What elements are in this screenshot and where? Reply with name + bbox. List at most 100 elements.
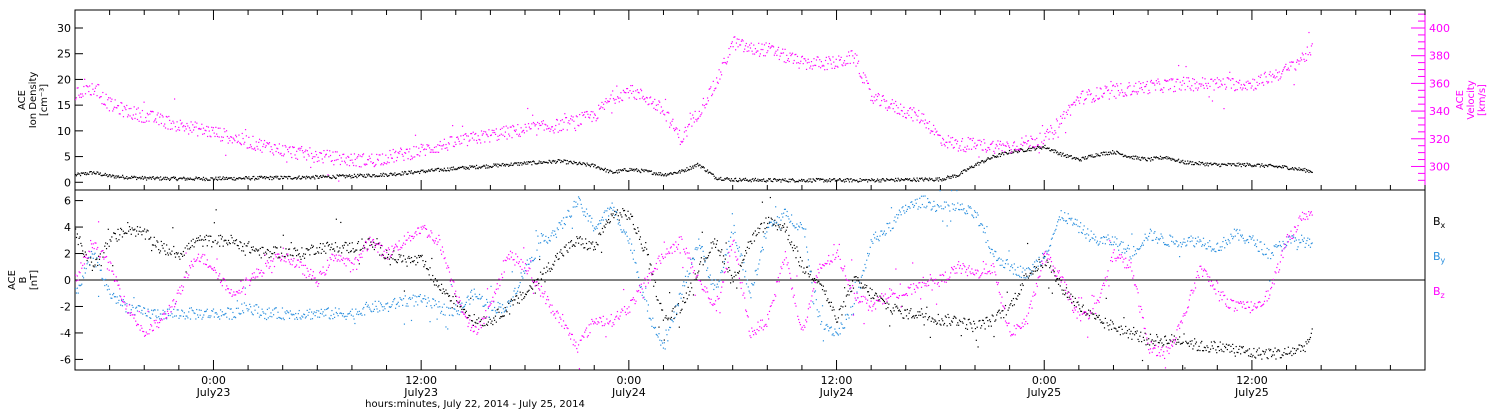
velocity-point — [1099, 87, 1101, 89]
b-point-bx — [1055, 280, 1057, 282]
velocity-point — [393, 161, 395, 163]
density-point — [745, 179, 747, 181]
density-point — [206, 178, 208, 180]
density-point — [1064, 155, 1066, 157]
velocity-point — [282, 155, 285, 157]
b-point-bx — [245, 245, 247, 247]
velocity-point — [310, 166, 312, 169]
density-point — [114, 175, 116, 177]
velocity-point — [1091, 101, 1093, 103]
velocity-point — [658, 100, 660, 102]
velocity-point — [848, 55, 851, 57]
b-point-bx — [93, 266, 95, 268]
b-series-by — [75, 190, 1313, 350]
velocity-point — [978, 156, 980, 158]
velocity-point — [834, 67, 836, 69]
b-point-bx — [437, 286, 439, 288]
density-point — [800, 180, 802, 182]
b-point-bx — [201, 238, 203, 241]
density-point — [862, 179, 865, 181]
b-point-bx — [715, 243, 718, 245]
density-point — [1132, 155, 1134, 157]
velocity-point — [291, 146, 294, 148]
velocity-point — [367, 159, 370, 161]
density-point — [1208, 162, 1210, 165]
velocity-point — [884, 100, 886, 102]
b-point-bx — [890, 311, 893, 313]
density-point — [908, 178, 910, 181]
density-point — [130, 177, 132, 180]
density-point — [1288, 168, 1290, 171]
velocity-point — [785, 61, 787, 64]
b-point-bx — [373, 248, 375, 251]
velocity-point — [879, 105, 881, 107]
velocity-point — [165, 115, 167, 118]
b-point-bx — [946, 325, 948, 327]
density-point — [1215, 163, 1217, 165]
velocity-point — [570, 115, 573, 117]
density-point — [188, 178, 191, 181]
velocity-point — [505, 125, 507, 127]
b-point-bx — [515, 295, 517, 297]
b-point-bx — [1200, 342, 1202, 344]
velocity-point — [369, 157, 371, 159]
velocity-point — [1068, 104, 1070, 107]
velocity-point — [645, 101, 647, 103]
density-point — [378, 175, 380, 178]
density-tick-label: 0 — [64, 176, 71, 189]
velocity-point — [229, 140, 231, 142]
b-point-by — [308, 311, 310, 313]
b-point-by — [93, 253, 95, 255]
b-point-bx — [455, 300, 458, 302]
density-point — [484, 165, 486, 167]
b-point-bx — [553, 264, 555, 266]
density-point — [995, 156, 997, 158]
velocity-point — [346, 164, 348, 166]
velocity-point — [1089, 94, 1091, 96]
density-point — [285, 176, 287, 178]
density-point — [404, 170, 406, 173]
velocity-point — [707, 100, 709, 102]
velocity-point — [724, 61, 726, 64]
velocity-point — [950, 137, 952, 139]
b-point-bx — [394, 259, 396, 261]
density-point — [701, 165, 703, 168]
b-point-bx — [1226, 348, 1228, 351]
b-point-bx — [615, 212, 618, 214]
b-point-bx — [1262, 350, 1264, 352]
density-point — [266, 177, 268, 179]
velocity-point — [1174, 90, 1176, 92]
density-point — [1065, 156, 1068, 159]
b-point-by — [267, 317, 269, 319]
density-point — [105, 174, 107, 177]
velocity-point — [408, 151, 410, 153]
density-point — [716, 179, 719, 181]
b-point-bx — [82, 253, 85, 255]
b-point-by — [449, 307, 451, 309]
b-point-by — [361, 314, 363, 316]
density-point — [1073, 157, 1075, 159]
density-point — [1168, 158, 1170, 160]
velocity-point — [485, 133, 488, 135]
velocity-point — [213, 132, 215, 134]
b-point-by — [202, 316, 204, 318]
b-point-bx — [146, 229, 148, 231]
b-point-by — [264, 317, 266, 320]
velocity-point — [673, 127, 675, 130]
velocity-point — [265, 145, 267, 147]
velocity-point — [472, 131, 474, 133]
velocity-point — [581, 111, 583, 114]
b-point-bx — [977, 346, 979, 348]
density-point — [1090, 156, 1092, 158]
b-tick-label: 4 — [64, 221, 71, 234]
b-point-bx — [538, 282, 540, 285]
velocity-point — [1088, 89, 1090, 91]
b-tick-label: -2 — [60, 300, 71, 313]
velocity-point — [394, 152, 396, 154]
velocity-point — [811, 68, 813, 70]
density-point — [1292, 168, 1294, 170]
density-point — [1016, 150, 1018, 153]
velocity-point — [1188, 80, 1190, 82]
b-point-bx — [999, 312, 1001, 314]
b-point-bx — [1052, 269, 1054, 271]
